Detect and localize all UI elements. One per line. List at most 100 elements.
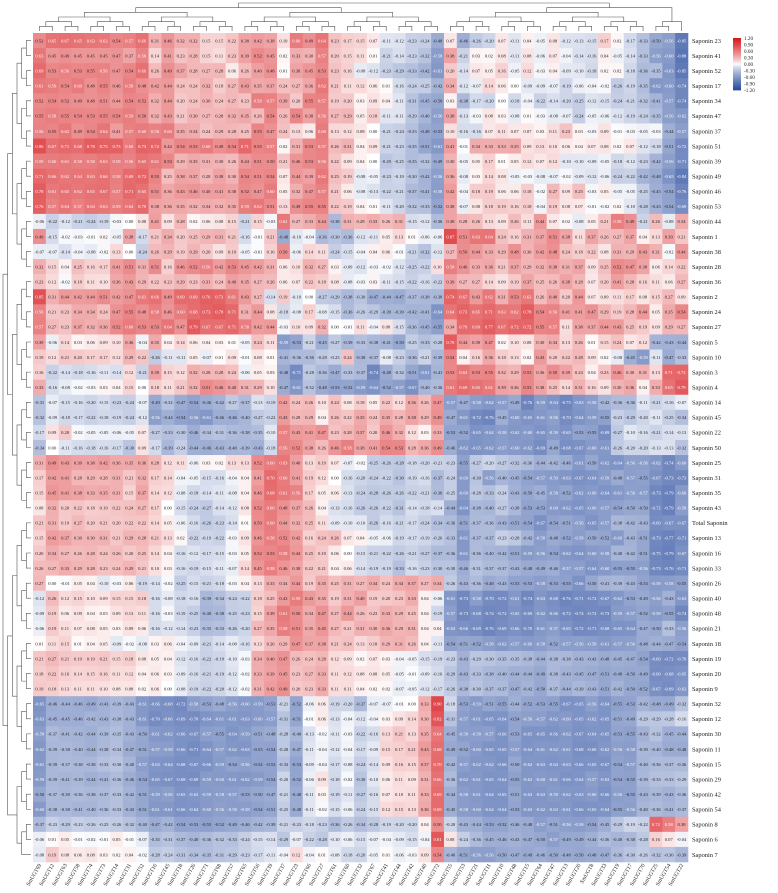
cell-value-label: -0.43 <box>638 732 648 737</box>
cell-value-label: 0.27 <box>74 521 83 526</box>
heatmap-cell <box>366 168 381 185</box>
heatmap-cell <box>277 198 291 215</box>
cell-value-label: 0.25 <box>549 385 558 390</box>
cell-value-label: 0.45 <box>48 53 57 58</box>
cell-value-label: 0.68 <box>434 747 443 752</box>
heatmap-cell <box>623 108 637 124</box>
cell-value-label: -0.45 <box>420 325 430 330</box>
cell-value-label: 0.39 <box>267 671 276 676</box>
cell-value-label: -0.21 <box>304 340 314 345</box>
cell-value-label: 0.30 <box>74 536 83 541</box>
cell-value-label: 0.24 <box>100 551 109 556</box>
cell-value-label: -0.15 <box>202 566 212 571</box>
heatmap-cell <box>379 349 393 365</box>
cell-value-label: -0.24 <box>420 38 430 43</box>
cell-value-label: 0.25 <box>164 174 173 179</box>
heatmap-cell <box>110 123 124 139</box>
cell-value-label: -0.53 <box>548 581 558 586</box>
heatmap-cell <box>110 63 124 79</box>
heatmap-cell <box>289 78 303 94</box>
heatmap-cell <box>315 33 329 49</box>
cell-value-label: -0.74 <box>484 611 494 616</box>
heatmap-cell <box>546 183 560 200</box>
heatmap-cell <box>33 228 47 245</box>
cell-value-label: 0.47 <box>112 53 121 58</box>
cell-value-label: -0.05 <box>369 174 379 179</box>
heatmap-cell <box>199 334 214 350</box>
heatmap-cell <box>392 138 406 154</box>
cell-value-label: 0.38 <box>241 38 250 43</box>
heatmap-cell <box>354 138 368 154</box>
cell-value-label: -0.58 <box>484 641 494 646</box>
cell-value-label: 0.12 <box>523 159 532 164</box>
cell-value-label: 0.63 <box>523 295 532 300</box>
cell-value-label: 0.05 <box>382 671 391 676</box>
cell-value-label: 0.27 <box>202 68 211 73</box>
cell-value-label: -0.41 <box>651 99 661 104</box>
cell-value-label: 0.28 <box>87 566 96 571</box>
heatmap-cell <box>482 168 496 185</box>
cell-value-label: 0.66 <box>151 295 160 300</box>
cell-value-label: -0.50 <box>394 340 404 345</box>
cell-value-label: -0.71 <box>574 596 584 601</box>
cell-value-label: 0.04 <box>356 536 365 541</box>
heatmap-cell <box>495 33 509 49</box>
cell-value-label: 0.33 <box>305 219 314 224</box>
cell-value-label: 0.29 <box>305 415 314 420</box>
heatmap-cell <box>431 274 445 290</box>
cell-value-label: 0.04 <box>112 385 121 390</box>
heatmap-cell <box>315 274 329 290</box>
heatmap-cell <box>238 48 252 64</box>
cell-value-label: 0.03 <box>575 129 584 134</box>
cell-value-label: -0.07 <box>343 460 353 465</box>
cell-value-label: 0.04 <box>421 641 430 646</box>
heatmap-cell <box>45 48 59 64</box>
cell-value-label: 0.18 <box>87 506 96 511</box>
cell-value-label: -0.19 <box>99 219 109 224</box>
cell-value-label: -0.42 <box>613 686 623 691</box>
cell-value-label: -0.44 <box>189 445 199 450</box>
heatmap-cell <box>546 334 560 350</box>
heatmap-cell <box>122 304 137 320</box>
heatmap-cell <box>174 78 188 94</box>
cell-value-label: -0.74 <box>677 99 687 104</box>
cell-value-label: 0.57 <box>279 430 288 435</box>
heatmap-cell <box>546 349 560 365</box>
heatmap-cell <box>623 123 637 139</box>
heatmap-cell <box>289 33 303 49</box>
cell-value-label: -0.37 <box>433 475 443 480</box>
cell-value-label: 0.57 <box>318 144 327 149</box>
heatmap-cell <box>199 168 214 185</box>
cell-value-label: -0.37 <box>548 686 558 691</box>
heatmap-cell <box>675 334 689 350</box>
heatmap-cell <box>662 334 676 350</box>
cell-value-label: 0.38 <box>125 234 134 239</box>
heatmap-cell <box>559 33 573 49</box>
cell-value-label: 0.73 <box>202 310 211 315</box>
cell-value-label: -0.42 <box>625 521 635 526</box>
cell-value-label: -0.58 <box>587 400 597 405</box>
cell-value-label: -0.64 <box>587 475 597 480</box>
cell-value-label: 0.21 <box>408 747 417 752</box>
heatmap-cell <box>598 304 612 320</box>
heatmap-cell <box>469 244 483 260</box>
heatmap-cell <box>456 108 470 124</box>
cell-value-label: 0.46 <box>177 264 186 269</box>
cell-value-label: -0.16 <box>677 717 687 722</box>
cell-value-label: 0.19 <box>61 521 70 526</box>
heatmap-cell <box>135 93 149 109</box>
dendrogram-branch <box>45 21 72 27</box>
cell-value-label: 0.17 <box>305 491 314 496</box>
cell-value-label: 0.04 <box>588 370 597 375</box>
cell-value-label: 0.27 <box>48 656 57 661</box>
cell-value-label: 0.01 <box>588 340 597 345</box>
cell-value-label: 0.31 <box>267 264 276 269</box>
cell-value-label: 0.69 <box>177 295 186 300</box>
heatmap-cell <box>431 259 445 275</box>
cell-value-label: 0.04 <box>459 355 468 360</box>
cell-value-label: -0.58 <box>471 596 481 601</box>
heatmap-cell <box>315 244 329 260</box>
heatmap-cell <box>610 244 625 260</box>
cell-value-label: 0.29 <box>421 415 430 420</box>
cell-value-label: -0.74 <box>677 84 687 89</box>
